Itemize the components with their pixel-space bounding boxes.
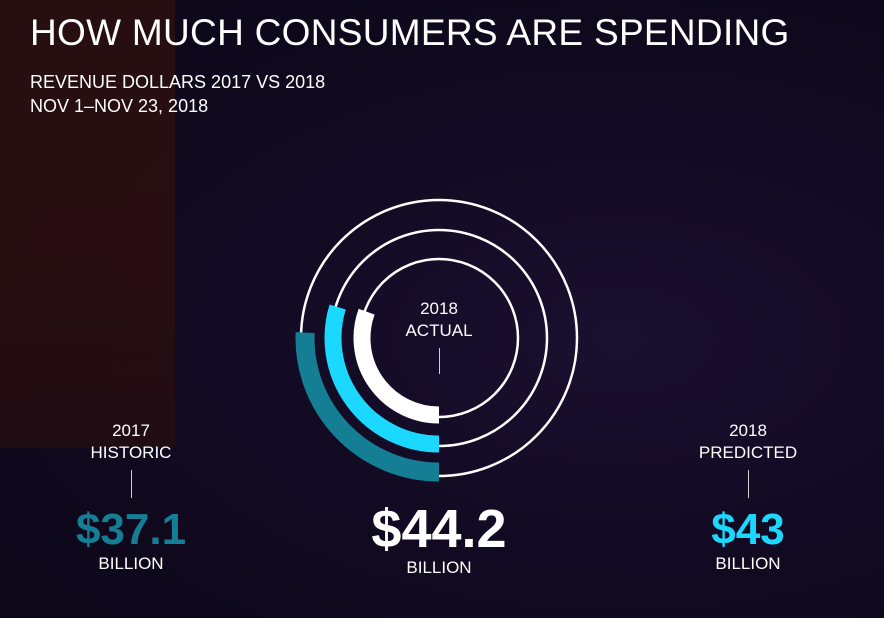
predicted-name: PREDICTED [698,443,798,462]
actual-unit: BILLION [406,558,472,577]
historic-value: $37.1 [75,505,187,554]
actual-tick [438,348,440,374]
subtitle-line-2: NOV 1–NOV 23, 2018 [30,96,209,116]
chart-subtitle: REVENUE DOLLARS 2017 VS 2018 NOV 1–NOV 2… [30,70,325,118]
historic-unit: BILLION [98,554,164,573]
actual-value: $44.2 [371,499,507,559]
arc-2018-predicted [324,304,440,453]
predicted-label: 2018 PREDICTED $43 BILLION [678,420,818,574]
historic-tick [130,470,132,498]
arc-2017-historic [295,332,440,482]
predicted-tick [747,470,749,498]
predicted-year: 2018 [729,421,767,440]
actual-name: ACTUAL [405,321,473,340]
historic-year: 2017 [112,421,150,440]
actual-value-block: $44.2 BILLION [339,500,539,578]
actual-year: 2018 [420,299,458,318]
historic-label: 2017 HISTORIC $37.1 BILLION [61,420,201,574]
arc-2018-actual [353,308,440,424]
historic-name: HISTORIC [90,443,172,462]
actual-label: 2018 ACTUAL [389,298,489,374]
background-panel [0,0,175,448]
subtitle-line-1: REVENUE DOLLARS 2017 VS 2018 [30,72,326,92]
predicted-unit: BILLION [715,554,781,573]
chart-title: HOW MUCH CONSUMERS ARE SPENDING [30,12,790,53]
predicted-value: $43 [711,505,785,554]
